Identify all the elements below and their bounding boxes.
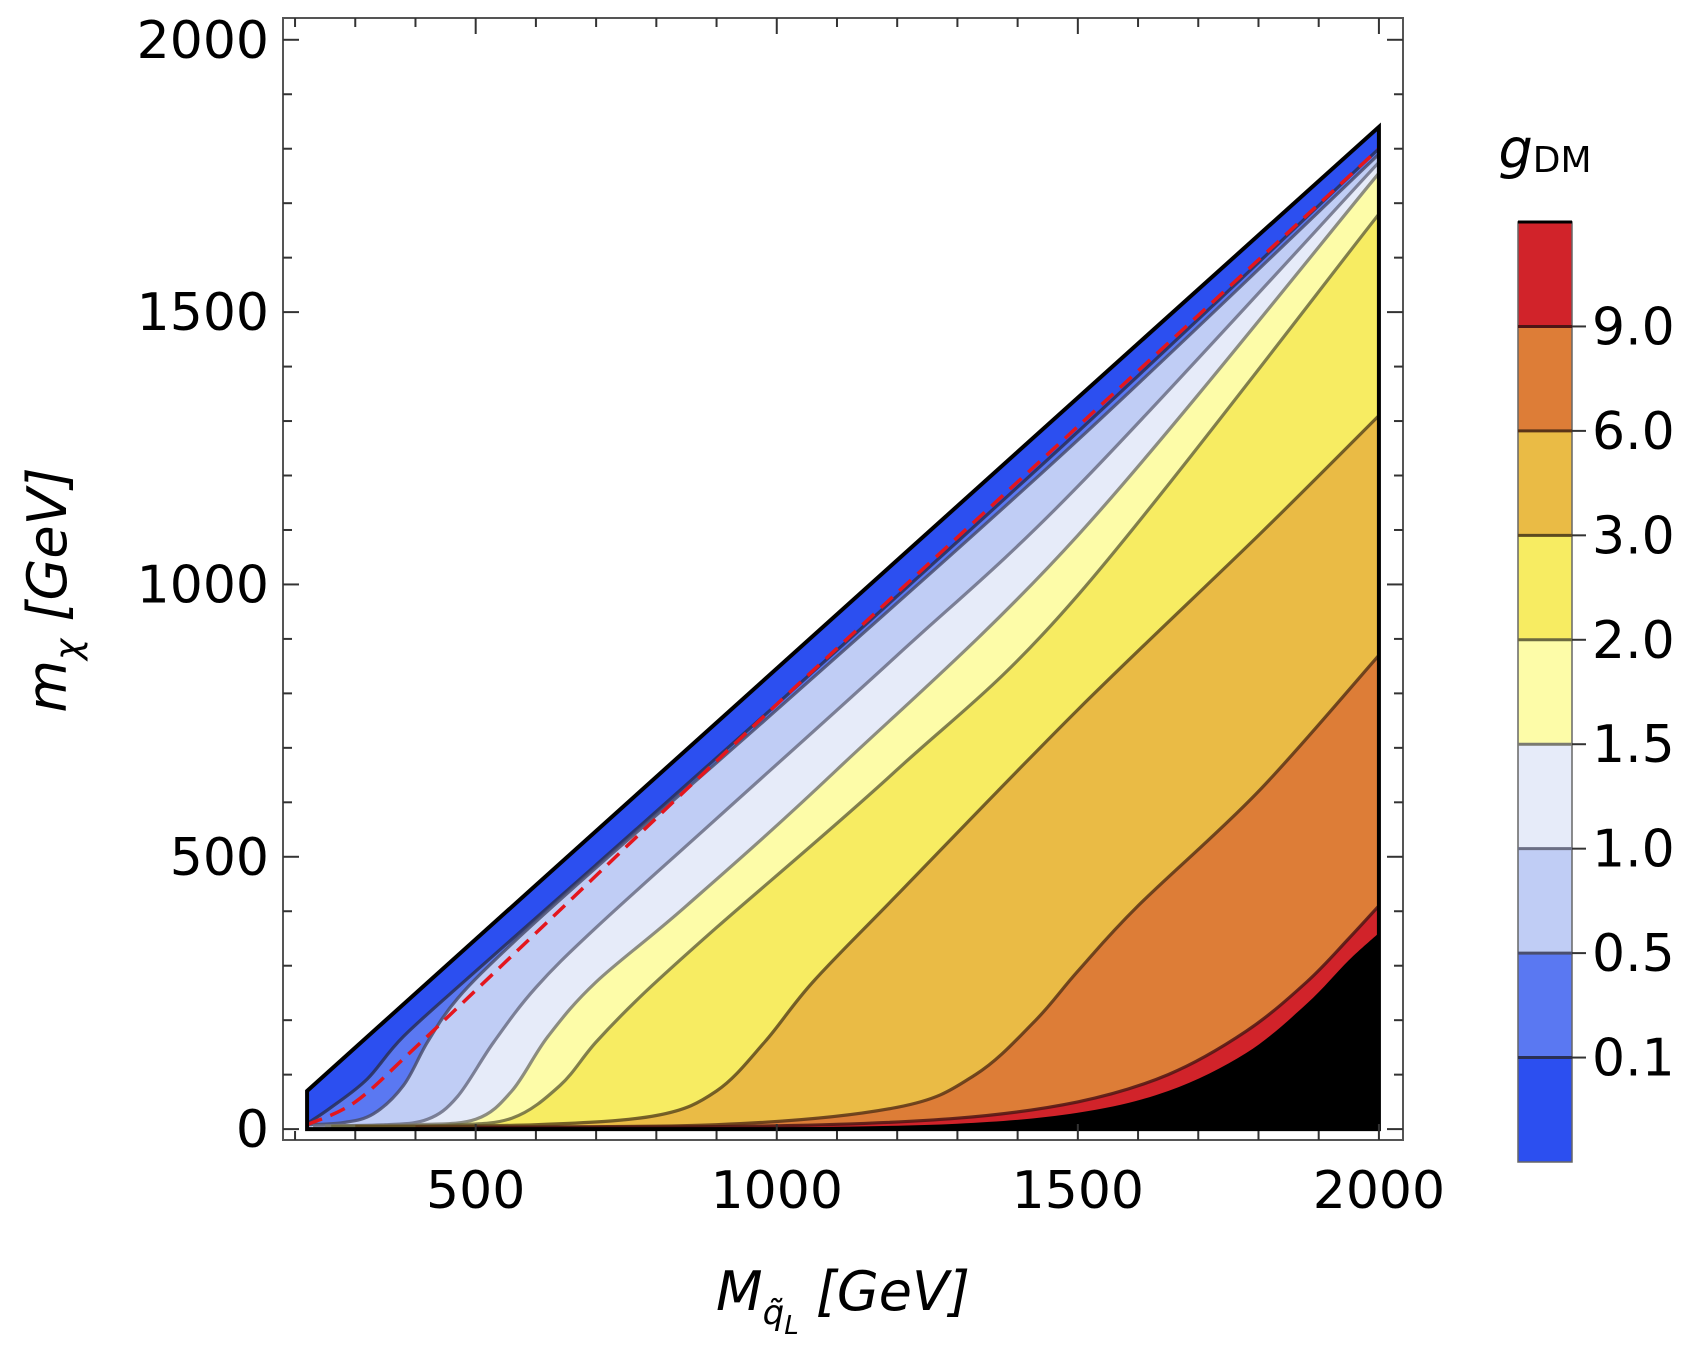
- colorbar-band-3.0-6.0: [1518, 430, 1572, 536]
- contour-line-9.0: [475, 904, 1379, 1130]
- excluded-region: [307, 933, 1379, 1130]
- contour-line-1.5: [325, 172, 1379, 1128]
- y-tick-label: 2000: [137, 11, 269, 71]
- filled-region: [307, 126, 1379, 1130]
- y-axis-label: mχ [GeV]: [16, 467, 89, 712]
- contour-line-2.0: [331, 213, 1379, 1128]
- colorbar-title: gDM: [1498, 118, 1591, 181]
- colorbar-label: 6.0: [1592, 402, 1675, 462]
- colorbar-label: 1.0: [1592, 820, 1675, 880]
- colorbar-legend: 0.1 0.5 1.0 1.5 2.0 3.0 6.0 9.0 gDM: [1498, 118, 1675, 1163]
- x-tick-label: 500: [426, 1161, 525, 1221]
- contour-line-0.1: [307, 147, 1379, 1126]
- x-tick-label: 1500: [1012, 1161, 1144, 1221]
- colorbar-band-1.0-1.5: [1518, 744, 1572, 849]
- x-tick-label: 2000: [1313, 1161, 1445, 1221]
- y-tick-label: 1000: [137, 555, 269, 615]
- colorbar-band-2.0-3.0: [1518, 535, 1572, 640]
- colorbar-label: 2.0: [1592, 611, 1675, 671]
- colorbar-label: 3.0: [1592, 506, 1675, 566]
- colorbar-label: 0.5: [1592, 924, 1675, 984]
- colorbar-band->9.0: [1518, 222, 1572, 327]
- axes: 500 1000 1500 2000 0 500 1000 1500 2000 Mq̃L [GeV…: [16, 11, 1445, 1341]
- y-tick-label: 1500: [137, 283, 269, 343]
- colorbar-band-0.5-1.0: [1518, 848, 1572, 954]
- x-tick-label: 1000: [711, 1161, 843, 1221]
- y-tick-label: 500: [170, 828, 269, 888]
- plot-area: [305, 122, 1381, 1132]
- x-axis-label: Mq̃L [GeV]: [716, 1260, 970, 1341]
- band-6.0-9.0: [307, 655, 1379, 1130]
- contour-line-6.0: [415, 654, 1379, 1129]
- colorbar-label: 1.5: [1592, 715, 1675, 775]
- contour-line-1.0: [313, 161, 1379, 1128]
- colorbar-label: 0.1: [1592, 1029, 1675, 1089]
- y-tick-label: 0: [236, 1100, 269, 1160]
- colorbar-band-6.0-9.0: [1518, 326, 1572, 431]
- plot-frame: [282, 17, 1404, 1141]
- contour-line-0.5: [307, 153, 1379, 1127]
- colorbar-band-1.5-2.0: [1518, 639, 1572, 745]
- colorbar-band-0.1-0.5: [1518, 953, 1572, 1058]
- colorbar-label: 9.0: [1592, 297, 1675, 357]
- colorbar-band-<0.1: [1518, 1057, 1572, 1162]
- contour-line-3.0: [355, 414, 1379, 1128]
- reference-dashed-line: [307, 147, 1379, 1127]
